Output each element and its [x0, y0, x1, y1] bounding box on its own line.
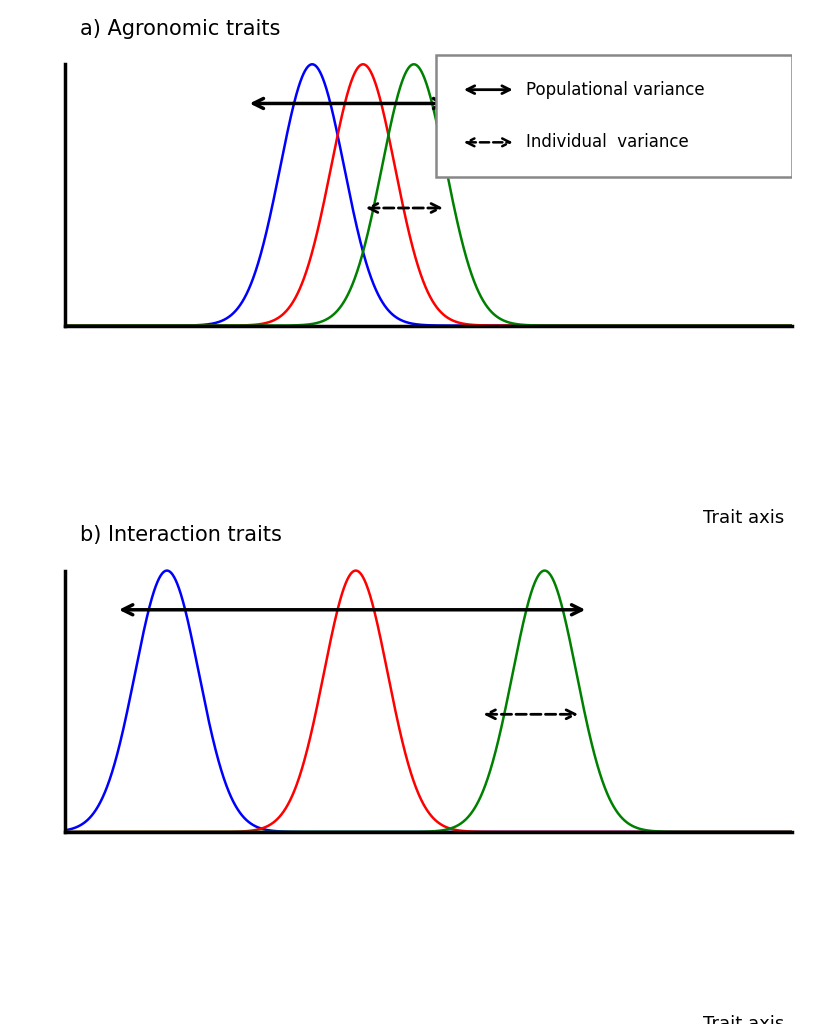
Text: Trait axis: Trait axis	[703, 1015, 784, 1024]
Text: Populational variance: Populational variance	[526, 81, 705, 98]
FancyBboxPatch shape	[436, 55, 792, 177]
Text: Trait axis: Trait axis	[703, 509, 784, 527]
Text: a) Agronomic traits: a) Agronomic traits	[80, 18, 280, 39]
Text: b) Interaction traits: b) Interaction traits	[80, 525, 282, 545]
Text: Individual  variance: Individual variance	[526, 133, 690, 152]
